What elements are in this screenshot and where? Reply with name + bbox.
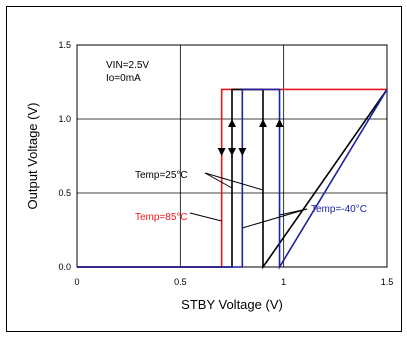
pointer-line-minus40 [242, 208, 308, 229]
pointer-line-25 [204, 172, 233, 189]
annotation-temp-85: Temp=85°C [135, 212, 188, 223]
arrow-up-icon [259, 119, 267, 127]
series-line-2 [77, 88, 388, 270]
arrow-up-icon [275, 119, 284, 127]
arrow-down-icon [238, 148, 247, 156]
y-axis-title: Output Voltage (V) [25, 103, 40, 210]
y-tick-label: 1.0 [58, 114, 71, 124]
condition-label: VIN=2.5V [106, 60, 149, 71]
chart-frame: 0 0.5 1 1.5 0.0 0.5 1.0 1.5 STBY Voltage (V) Outp… [6, 6, 402, 332]
pointer-line-minus40 [279, 208, 308, 216]
arrow-down-icon [217, 148, 226, 156]
output-voltage-chart: 0 0.5 1 1.5 0.0 0.5 1.0 1.5 STBY Voltage (V) Outp… [25, 40, 394, 312]
arrow-up-icon [228, 119, 236, 127]
pointer-line-25 [204, 172, 264, 191]
annotation-temp-25: Temp=25°C [135, 170, 188, 181]
condition-label: Io=0mA [106, 73, 141, 84]
x-tick-label: 1 [281, 277, 286, 287]
y-tick-label: 1.5 [58, 40, 71, 50]
x-tick-label: 1.5 [381, 277, 394, 287]
x-tick-label: 0 [74, 277, 79, 287]
x-axis-title: STBY Voltage (V) [181, 297, 283, 312]
arrow-down-icon [228, 148, 236, 156]
annotation-temp-minus40: Temp=-40°C [311, 204, 367, 215]
y-tick-label: 0.0 [58, 262, 71, 272]
x-tick-label: 0.5 [174, 277, 187, 287]
pointer-line-85 [189, 212, 222, 222]
y-tick-label: 0.5 [58, 188, 71, 198]
